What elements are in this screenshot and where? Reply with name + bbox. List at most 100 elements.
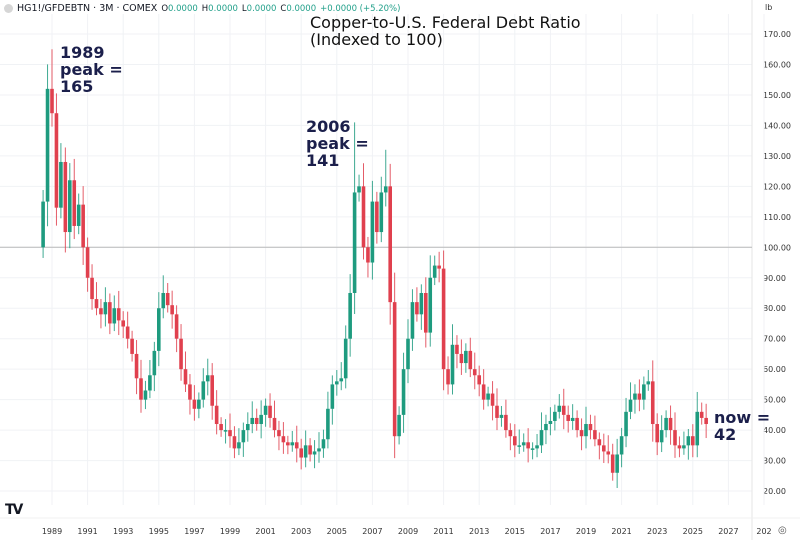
candle-up [152, 350, 157, 376]
candle-up [205, 375, 210, 382]
candle-up [584, 424, 588, 437]
candle-up [335, 381, 339, 385]
candle-down [72, 180, 77, 226]
candle-down [375, 201, 379, 233]
settings-icon[interactable]: ◎ [778, 525, 787, 536]
candle-down [214, 405, 219, 425]
candle-down [459, 353, 464, 364]
x-tick-label: 1989 [42, 527, 62, 536]
symbol-label[interactable]: HG1!/GFDEBTN · 3M · COMEX [17, 3, 158, 14]
x-tick-label: 2011 [433, 527, 453, 536]
candle-down [366, 247, 370, 263]
candle-down [134, 353, 139, 379]
candle-down [561, 405, 566, 415]
candle-up [664, 417, 668, 431]
x-tick-label: 2023 [647, 527, 667, 536]
x-tick-label: 2007 [362, 527, 382, 536]
candle-up [112, 308, 117, 324]
candle-down [361, 186, 366, 248]
high-value: 0.0000 [208, 3, 238, 14]
x-tick-label: 2009 [398, 527, 418, 536]
y-tick-label: 50.00 [763, 396, 786, 405]
x-tick-label: 2005 [327, 527, 347, 536]
candle-up [241, 430, 246, 443]
candle-down [504, 414, 508, 431]
candle-up [250, 417, 255, 425]
candle-up [143, 390, 148, 400]
candle-up [103, 302, 108, 315]
price-unit-label[interactable]: lb [765, 3, 773, 12]
x-tick-label: 2003 [291, 527, 311, 536]
candle-down [108, 302, 112, 324]
candle-down [254, 417, 259, 425]
candle-up [303, 445, 308, 458]
candle-up [326, 408, 330, 440]
candle-up [290, 442, 295, 446]
candle-up [464, 350, 468, 364]
candle-up [633, 393, 637, 400]
candle-up [619, 436, 624, 455]
annotation-now: now = 42 [714, 408, 771, 444]
candle-up [553, 411, 557, 421]
candle-up [570, 417, 575, 421]
candle-down [526, 442, 530, 449]
candle-down [281, 436, 286, 443]
x-tick-label: 2019 [576, 527, 596, 536]
candle-down [125, 326, 130, 339]
candle-down [170, 305, 174, 315]
candle-down [441, 268, 446, 370]
candle-down [602, 445, 606, 452]
y-tick-label: 70.00 [763, 335, 786, 344]
candle-up [357, 186, 361, 193]
candle-up [544, 424, 548, 431]
candle-down [481, 384, 486, 400]
annotation-1989-peak: 1989 peak = 165 [60, 43, 123, 96]
candle-up [557, 405, 562, 412]
candle-up [76, 204, 81, 226]
candle-up [379, 192, 384, 233]
candle-down [597, 439, 602, 446]
y-tick-label: 40.00 [763, 426, 786, 435]
candle-down [606, 451, 611, 455]
candle-up [317, 448, 321, 452]
candle-up [68, 180, 72, 233]
candle-up [45, 88, 50, 202]
candle-up [428, 277, 433, 333]
candle-down [268, 405, 272, 418]
candle-up [628, 399, 633, 412]
candle-down [388, 186, 392, 303]
candle-up [695, 411, 700, 446]
candle-down [575, 417, 579, 431]
candle-up [348, 292, 352, 339]
x-tick-label: 2021 [611, 527, 631, 536]
candle-down [183, 369, 188, 385]
x-tick-label: 1999 [220, 527, 240, 536]
y-tick-label: 20.00 [763, 487, 786, 496]
candle-down [468, 350, 473, 370]
candle-down [655, 424, 659, 443]
candle-down [677, 445, 682, 449]
candle-down [691, 436, 695, 446]
candle-up [339, 378, 344, 382]
candle-up [312, 451, 317, 455]
symbol-icon [4, 4, 13, 13]
candle-up [530, 448, 535, 450]
candle-up [330, 384, 335, 409]
candle-down [81, 204, 85, 248]
candle-up [41, 201, 45, 248]
candle-down [579, 430, 584, 437]
candle-down [210, 375, 214, 406]
candle-up [148, 375, 152, 391]
close-label: C [280, 3, 287, 14]
candle-up [161, 292, 166, 309]
candle-up [548, 420, 553, 425]
candle-up [59, 161, 63, 208]
candle-up [642, 384, 646, 400]
candle-down [94, 299, 99, 309]
tradingview-logo[interactable]: TV [5, 502, 23, 518]
symbol-header: HG1!/GFDEBTN · 3M · COMEX O0.0000 H0.000… [4, 3, 400, 14]
candle-down [192, 399, 197, 409]
candle-up [197, 399, 201, 409]
candle-down [286, 442, 290, 446]
